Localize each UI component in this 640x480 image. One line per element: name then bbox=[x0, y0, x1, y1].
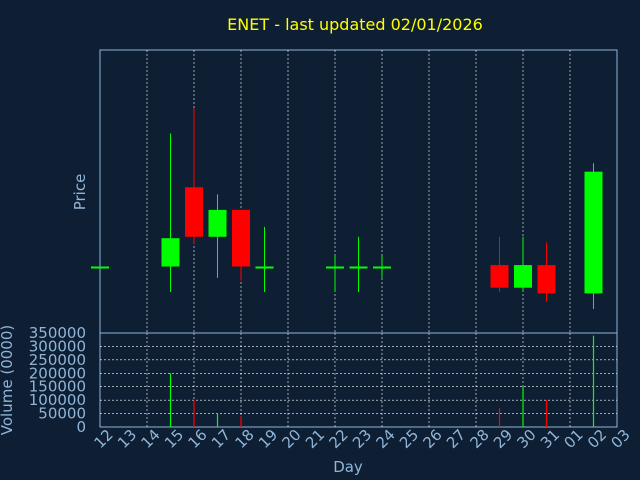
candle-body bbox=[349, 266, 368, 269]
volume-y-tick-label: 200000 bbox=[29, 364, 86, 382]
x-tick-label: 18 bbox=[231, 426, 257, 452]
candle-23 bbox=[349, 236, 368, 292]
x-tick-label: 22 bbox=[325, 426, 351, 452]
candle-body bbox=[255, 266, 274, 269]
candle-body bbox=[161, 238, 180, 267]
price-axis-label: Price bbox=[71, 174, 89, 211]
candle-body bbox=[537, 265, 556, 294]
x-tick-label: 29 bbox=[490, 426, 516, 452]
x-tick-label: 27 bbox=[443, 426, 469, 452]
candle-body bbox=[584, 171, 603, 294]
x-tick-label: 25 bbox=[396, 426, 422, 452]
volume-panel: 0500001000001500002000002500003000003500… bbox=[29, 324, 618, 436]
candle-31 bbox=[537, 242, 556, 302]
x-tick-label: 01 bbox=[560, 426, 586, 452]
candle-29 bbox=[490, 236, 509, 292]
candle-body bbox=[91, 266, 109, 269]
candle-17 bbox=[208, 194, 227, 278]
candle-30 bbox=[514, 236, 532, 292]
candle-18 bbox=[232, 209, 250, 281]
candle-body bbox=[490, 265, 509, 288]
x-tick-label: 24 bbox=[372, 426, 398, 452]
x-tick-label: 23 bbox=[349, 426, 375, 452]
volume-bars bbox=[169, 335, 595, 427]
candle-body bbox=[208, 209, 227, 237]
candle-02 bbox=[584, 163, 603, 309]
volume-y-tick-label: 150000 bbox=[29, 378, 86, 396]
x-tick-label: 31 bbox=[537, 426, 563, 452]
candle-body bbox=[232, 209, 250, 267]
candle-body bbox=[185, 187, 203, 237]
candle-24 bbox=[373, 255, 391, 278]
x-tick-label: 03 bbox=[607, 426, 633, 452]
x-tick-label: 26 bbox=[419, 426, 445, 452]
x-tick-label: 12 bbox=[90, 426, 116, 452]
volume-y-tick-label: 250000 bbox=[29, 351, 86, 369]
volume-y-tick-label: 350000 bbox=[29, 324, 86, 342]
candle-body bbox=[514, 265, 532, 288]
candle-22 bbox=[326, 255, 344, 292]
volume-y-tick-label: 300000 bbox=[29, 337, 86, 355]
x-tick-labels: 1213141516171819202122232425262728293031… bbox=[90, 426, 633, 452]
volume-y-tick-label: 100000 bbox=[29, 391, 86, 409]
volume-axis-label: Volume (0000) bbox=[0, 325, 16, 435]
chart-title: ENET - last updated 02/01/2026 bbox=[227, 15, 483, 34]
candle-12 bbox=[91, 266, 109, 269]
candle-15 bbox=[161, 133, 180, 292]
x-tick-label: 14 bbox=[137, 426, 163, 452]
price-candles bbox=[91, 108, 603, 309]
x-tick-label: 30 bbox=[513, 426, 539, 452]
x-tick-label: 15 bbox=[161, 426, 187, 452]
x-tick-label: 02 bbox=[584, 426, 610, 452]
x-tick-label: 16 bbox=[184, 426, 210, 452]
x-axis-label: Day bbox=[333, 458, 363, 476]
candle-body bbox=[326, 266, 344, 269]
volume-panel-frame bbox=[99, 332, 618, 428]
volume-y-tick-label: 50000 bbox=[38, 405, 86, 423]
volume-y-tick-labels: 0500001000001500002000002500003000003500… bbox=[29, 324, 86, 436]
candle-19 bbox=[255, 226, 274, 292]
volume-y-tick-label: 0 bbox=[76, 418, 86, 436]
x-tick-label: 17 bbox=[208, 426, 234, 452]
x-tick-label: 20 bbox=[278, 426, 304, 452]
x-tick-label: 28 bbox=[466, 426, 492, 452]
volume-grid bbox=[100, 333, 617, 427]
x-tick-label: 21 bbox=[302, 426, 328, 452]
price-panel bbox=[91, 49, 618, 334]
candle-body bbox=[373, 266, 391, 269]
x-tick-label: 19 bbox=[255, 426, 281, 452]
candle-16 bbox=[185, 108, 203, 244]
x-tick-label: 13 bbox=[114, 426, 140, 452]
